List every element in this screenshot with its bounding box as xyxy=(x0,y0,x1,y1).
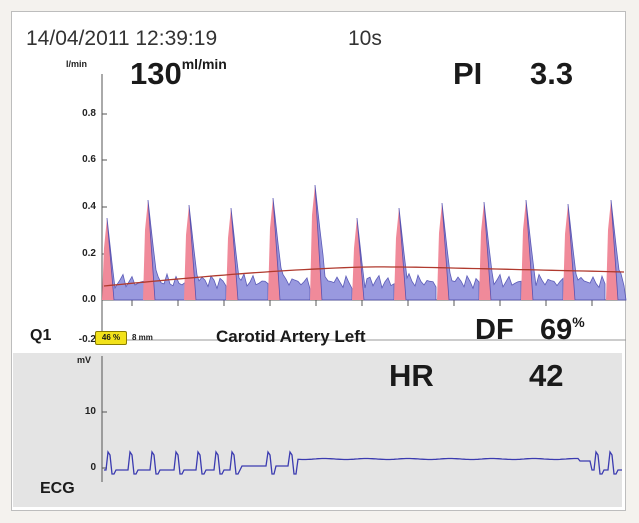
flow-x-ticks xyxy=(131,300,593,306)
ecg-trace xyxy=(104,450,622,475)
channel-label: Q1 xyxy=(30,327,52,344)
ecg-tick-label: 0 xyxy=(90,462,96,473)
pi-value: 3.3 xyxy=(530,56,574,91)
systolic-fill xyxy=(268,198,280,300)
systolic-fill xyxy=(394,208,406,300)
diastolic-fill xyxy=(525,199,564,301)
flow-tick-label: 0.2 xyxy=(82,248,96,259)
sweep-duration: 10s xyxy=(348,27,382,50)
ecg-axis-unit: mV xyxy=(77,355,92,365)
flow-axis-unit: l/min xyxy=(66,59,88,69)
diastolic-fill xyxy=(567,203,606,301)
hr-value: 42 xyxy=(529,358,564,393)
mean-flow-unit: ml/min xyxy=(181,56,227,72)
systolic-fill xyxy=(479,202,491,300)
systolic-fill xyxy=(437,203,449,300)
flow-tick-label: 0.0 xyxy=(82,294,96,305)
diastolic-fill xyxy=(398,207,437,301)
df-readout: 69% xyxy=(540,314,585,347)
flow-waveform xyxy=(102,184,627,301)
ecg-tick-label: 10 xyxy=(84,406,96,417)
systolic-fill xyxy=(606,200,618,300)
diastolic-fill xyxy=(610,199,627,301)
mean-flow-value: 130 xyxy=(130,56,182,91)
systolic-fill xyxy=(310,185,322,300)
systolic-fill xyxy=(184,205,196,300)
diastolic-fill xyxy=(441,202,480,301)
diastolic-fill xyxy=(483,201,522,301)
diastolic-fill xyxy=(147,199,186,301)
systolic-fill xyxy=(521,200,533,300)
recording-datetime: 14/04/2011 12:39:19 xyxy=(26,27,218,50)
diastolic-fill xyxy=(314,184,353,301)
hr-label: HR xyxy=(389,358,434,393)
signal-quality-badge: 46 % xyxy=(95,331,127,345)
systolic-fill xyxy=(143,200,155,300)
flow-tick-label: 0.6 xyxy=(82,154,96,165)
diastolic-fill xyxy=(272,197,311,301)
probe-size: 8 mm xyxy=(132,333,153,342)
vessel-name: Carotid Artery Left xyxy=(216,327,366,346)
df-unit: % xyxy=(572,314,585,330)
ecg-y-ticks xyxy=(102,411,107,469)
flow-tick-label: 0.8 xyxy=(82,108,96,119)
df-label: DF xyxy=(475,314,514,346)
diastolic-fill xyxy=(230,207,269,301)
diastolic-fill xyxy=(356,217,395,301)
systolic-fill xyxy=(102,218,114,300)
pi-label: PI xyxy=(453,56,483,91)
mean-flow-readout: 130ml/min xyxy=(130,56,227,92)
systolic-fill xyxy=(226,208,238,300)
ecg-trace-label: ECG xyxy=(40,480,75,497)
diastolic-fill xyxy=(106,217,145,301)
flow-tick-label: -0.2 xyxy=(78,334,96,345)
systolic-fill xyxy=(563,204,575,300)
df-value: 69 xyxy=(540,314,573,346)
ecg-panel-background xyxy=(13,353,622,507)
mean-flow-trend xyxy=(103,266,625,287)
diastolic-fill xyxy=(188,204,227,301)
systolic-fill xyxy=(352,218,364,300)
flow-tick-label: 0.4 xyxy=(82,201,96,212)
